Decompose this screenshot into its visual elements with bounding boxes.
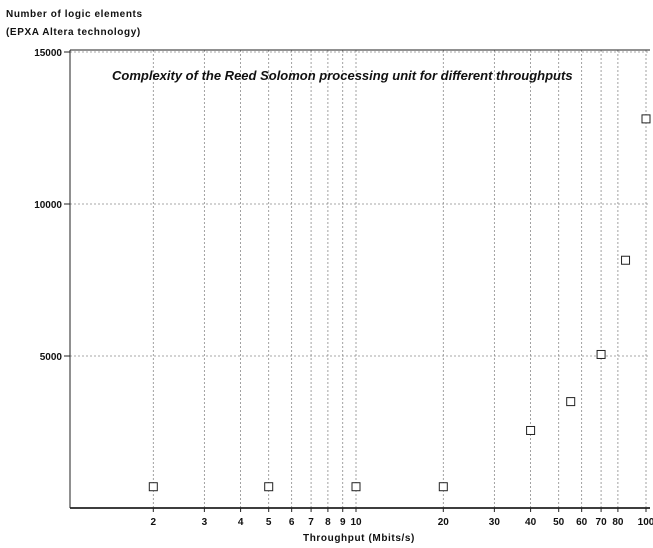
y-tick-labels: 5000 10000 15000 bbox=[34, 48, 62, 363]
data-points bbox=[148, 114, 651, 492]
y-tick-label: 5000 bbox=[40, 352, 63, 363]
data-point bbox=[641, 114, 651, 124]
x-tick-label: 10 bbox=[350, 517, 362, 528]
data-point bbox=[526, 425, 536, 435]
y-tick-label: 10000 bbox=[34, 200, 62, 211]
data-point bbox=[566, 397, 576, 407]
x-tick-label: 20 bbox=[438, 517, 450, 528]
x-tick-label: 40 bbox=[525, 517, 537, 528]
grid-lines bbox=[70, 50, 650, 508]
data-point bbox=[148, 482, 158, 492]
x-tick-label: 100 bbox=[638, 517, 653, 528]
data-point bbox=[621, 255, 631, 265]
x-tick-label: 60 bbox=[576, 517, 588, 528]
x-tick-label: 70 bbox=[596, 517, 608, 528]
plot-area bbox=[70, 50, 650, 508]
x-tick-label: 3 bbox=[202, 517, 208, 528]
x-tick-label: 2 bbox=[151, 517, 157, 528]
x-tick-label: 5 bbox=[266, 517, 272, 528]
data-point bbox=[264, 482, 274, 492]
y-axis-label-line2: (EPXA Altera technology) bbox=[6, 27, 141, 38]
x-tick-label: 7 bbox=[308, 517, 314, 528]
x-tick-label: 50 bbox=[553, 517, 565, 528]
axes bbox=[64, 49, 650, 512]
x-tick-labels: 2 3 4 5 6 7 8 9 10 20 30 40 50 60 70 80 100 bbox=[151, 517, 653, 528]
x-tick-label: 30 bbox=[489, 517, 501, 528]
y-tick-label: 15000 bbox=[34, 48, 62, 59]
chart-title: Complexity of the Reed Solomon processin… bbox=[112, 68, 573, 83]
data-point bbox=[438, 482, 448, 492]
data-point bbox=[351, 482, 361, 492]
x-tick-label: 6 bbox=[289, 517, 295, 528]
x-tick-label: 9 bbox=[340, 517, 346, 528]
data-point bbox=[596, 349, 606, 359]
x-axis-label: Throughput (Mbits/s) bbox=[303, 533, 415, 544]
y-axis-label-line1: Number of logic elements bbox=[6, 9, 143, 20]
x-tick-label: 8 bbox=[325, 517, 331, 528]
x-tick-label: 80 bbox=[612, 517, 624, 528]
x-tick-label: 4 bbox=[238, 517, 244, 528]
